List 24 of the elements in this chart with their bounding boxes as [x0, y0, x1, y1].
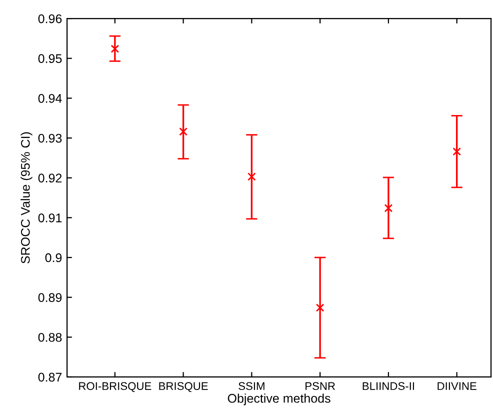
point — [384, 204, 393, 212]
y-tick-label: 0.94 — [38, 94, 62, 103]
x-tick-label: DIIVINE — [438, 382, 476, 390]
x-axis-title: Objective methods — [228, 394, 330, 406]
point — [110, 44, 120, 53]
x-tick-label: SSIM — [238, 382, 264, 390]
y-axis-title: SROCC Value (95% CI) — [20, 132, 32, 264]
y-tick-label: 0.87 — [38, 372, 62, 382]
point — [452, 147, 462, 156]
y-tick-label: 0.88 — [38, 332, 62, 342]
y-tick-label: 0.92 — [38, 174, 62, 182]
y-tick-label: 0.89 — [38, 293, 62, 302]
y-tick-label: 0.91 — [38, 213, 62, 222]
y-tick-label: 0.96 — [38, 14, 62, 24]
x-tick-label: BRISQUE — [159, 382, 208, 392]
point — [179, 127, 188, 136]
y-tick-label: 0.93 — [38, 134, 62, 143]
x-tick-label: ROI-BRISQUE — [79, 382, 152, 392]
point — [316, 304, 324, 312]
point — [248, 172, 256, 181]
y-tick-label: 0.95 — [38, 54, 62, 64]
x-tick-label: BLIINDS-II — [362, 382, 414, 390]
y-tick-label: 0.9 — [45, 253, 62, 262]
x-tick-label: PSNR — [306, 382, 335, 390]
